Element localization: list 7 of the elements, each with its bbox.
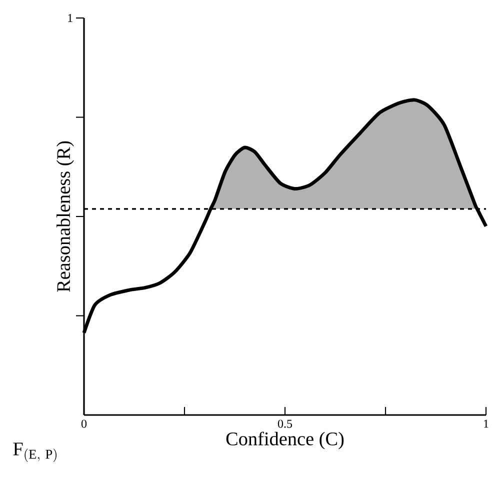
x-tick-label: 1 bbox=[484, 420, 488, 428]
x-tick-label: 0.5 bbox=[278, 420, 292, 428]
text: $\mathrm{F}_{(\mathrm{E,\ P})}$ bbox=[13, 442, 56, 462]
x-tick-label: 0 bbox=[81, 420, 87, 428]
y-axis-title: Reasonableness (R) bbox=[56, 141, 74, 292]
text: 1 bbox=[68, 14, 72, 22]
x-axis-title: Confidence (C) bbox=[226, 432, 344, 450]
